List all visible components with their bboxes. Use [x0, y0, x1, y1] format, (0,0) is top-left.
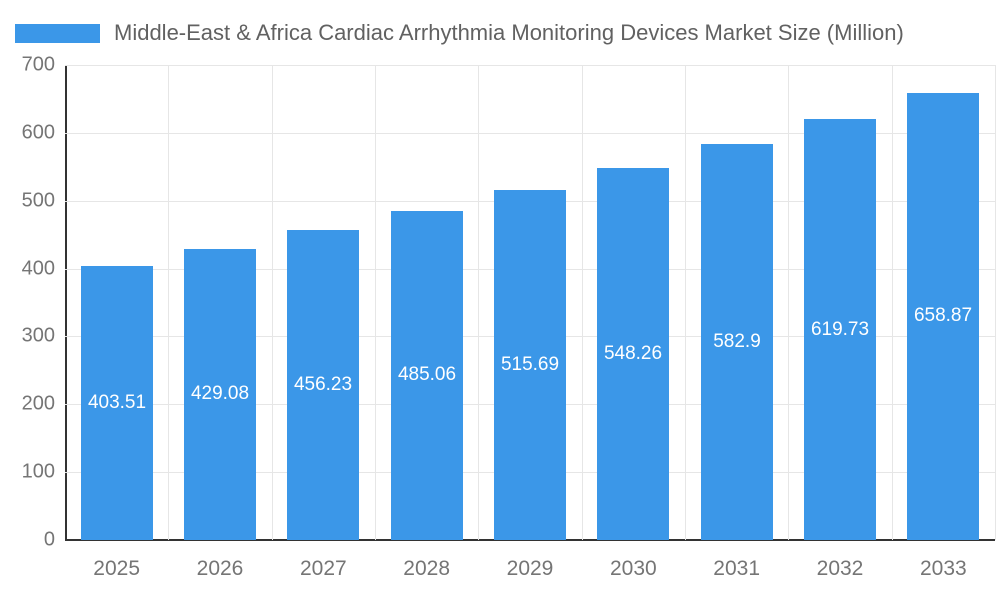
v-gridline: [995, 65, 996, 540]
bar-value-label: 456.23: [293, 374, 353, 396]
bar-2033[interactable]: 658.87: [907, 92, 979, 540]
y-axis-label: 0: [43, 528, 55, 551]
y-axis-label: 300: [21, 324, 55, 347]
x-axis-line: [65, 539, 995, 541]
v-gridline: [168, 65, 169, 540]
legend: Middle-East & Africa Cardiac Arrhythmia …: [15, 20, 904, 46]
legend-swatch: [15, 23, 100, 43]
bar-value-label: 658.87: [913, 305, 973, 327]
x-axis-label: 2029: [506, 557, 554, 580]
h-gridline: [65, 132, 995, 134]
bar-value-label: 403.51: [87, 392, 147, 414]
bar-2032[interactable]: 619.73: [804, 119, 876, 540]
bar-2025[interactable]: 403.51: [81, 266, 153, 540]
x-axis-label: 2031: [713, 557, 761, 580]
y-axis-label: 700: [21, 53, 55, 76]
v-gridline: [892, 65, 893, 540]
bar-value-label: 515.69: [500, 354, 560, 376]
v-gridline: [582, 65, 583, 540]
y-axis-label: 200: [21, 392, 55, 415]
h-gridline: [65, 65, 995, 66]
x-axis-label: 2028: [403, 557, 451, 580]
bar-value-label: 548.26: [603, 342, 663, 364]
v-gridline: [685, 65, 686, 540]
x-axis-label: 2026: [196, 557, 244, 580]
x-axis-label: 2025: [93, 557, 141, 580]
bar-2031[interactable]: 582.9: [701, 144, 773, 540]
v-gridline: [788, 65, 789, 540]
plot-area: 403.51 429.08 456.23 485.06 515.69 548.26 582.…: [65, 65, 996, 540]
x-axis-label: 2027: [299, 557, 347, 580]
bar-2028[interactable]: 485.06: [391, 210, 463, 540]
y-axis-label: 500: [21, 189, 55, 212]
x-axis-label: 2033: [919, 557, 967, 580]
y-axis-label: 600: [21, 121, 55, 144]
v-gridline: [478, 65, 479, 540]
y-axis-label: 400: [21, 257, 55, 280]
bar-value-label: 582.9: [713, 331, 761, 353]
bar-2027[interactable]: 456.23: [287, 230, 359, 540]
y-axis-line: [65, 65, 67, 540]
chart-title: Middle-East & Africa Cardiac Arrhythmia …: [114, 20, 904, 45]
x-axis-label: 2032: [816, 557, 864, 580]
bar-value-label: 429.08: [190, 383, 250, 405]
bar-2029[interactable]: 515.69: [494, 190, 566, 540]
x-axis-label: 2030: [609, 557, 657, 580]
bar-value-label: 485.06: [397, 364, 457, 386]
bar-value-label: 619.73: [810, 318, 870, 340]
y-axis-label: 100: [21, 460, 55, 483]
bar-2026[interactable]: 429.08: [184, 248, 256, 540]
v-gridline: [375, 65, 376, 540]
v-gridline: [272, 65, 273, 540]
bar-2030[interactable]: 548.26: [597, 167, 669, 540]
